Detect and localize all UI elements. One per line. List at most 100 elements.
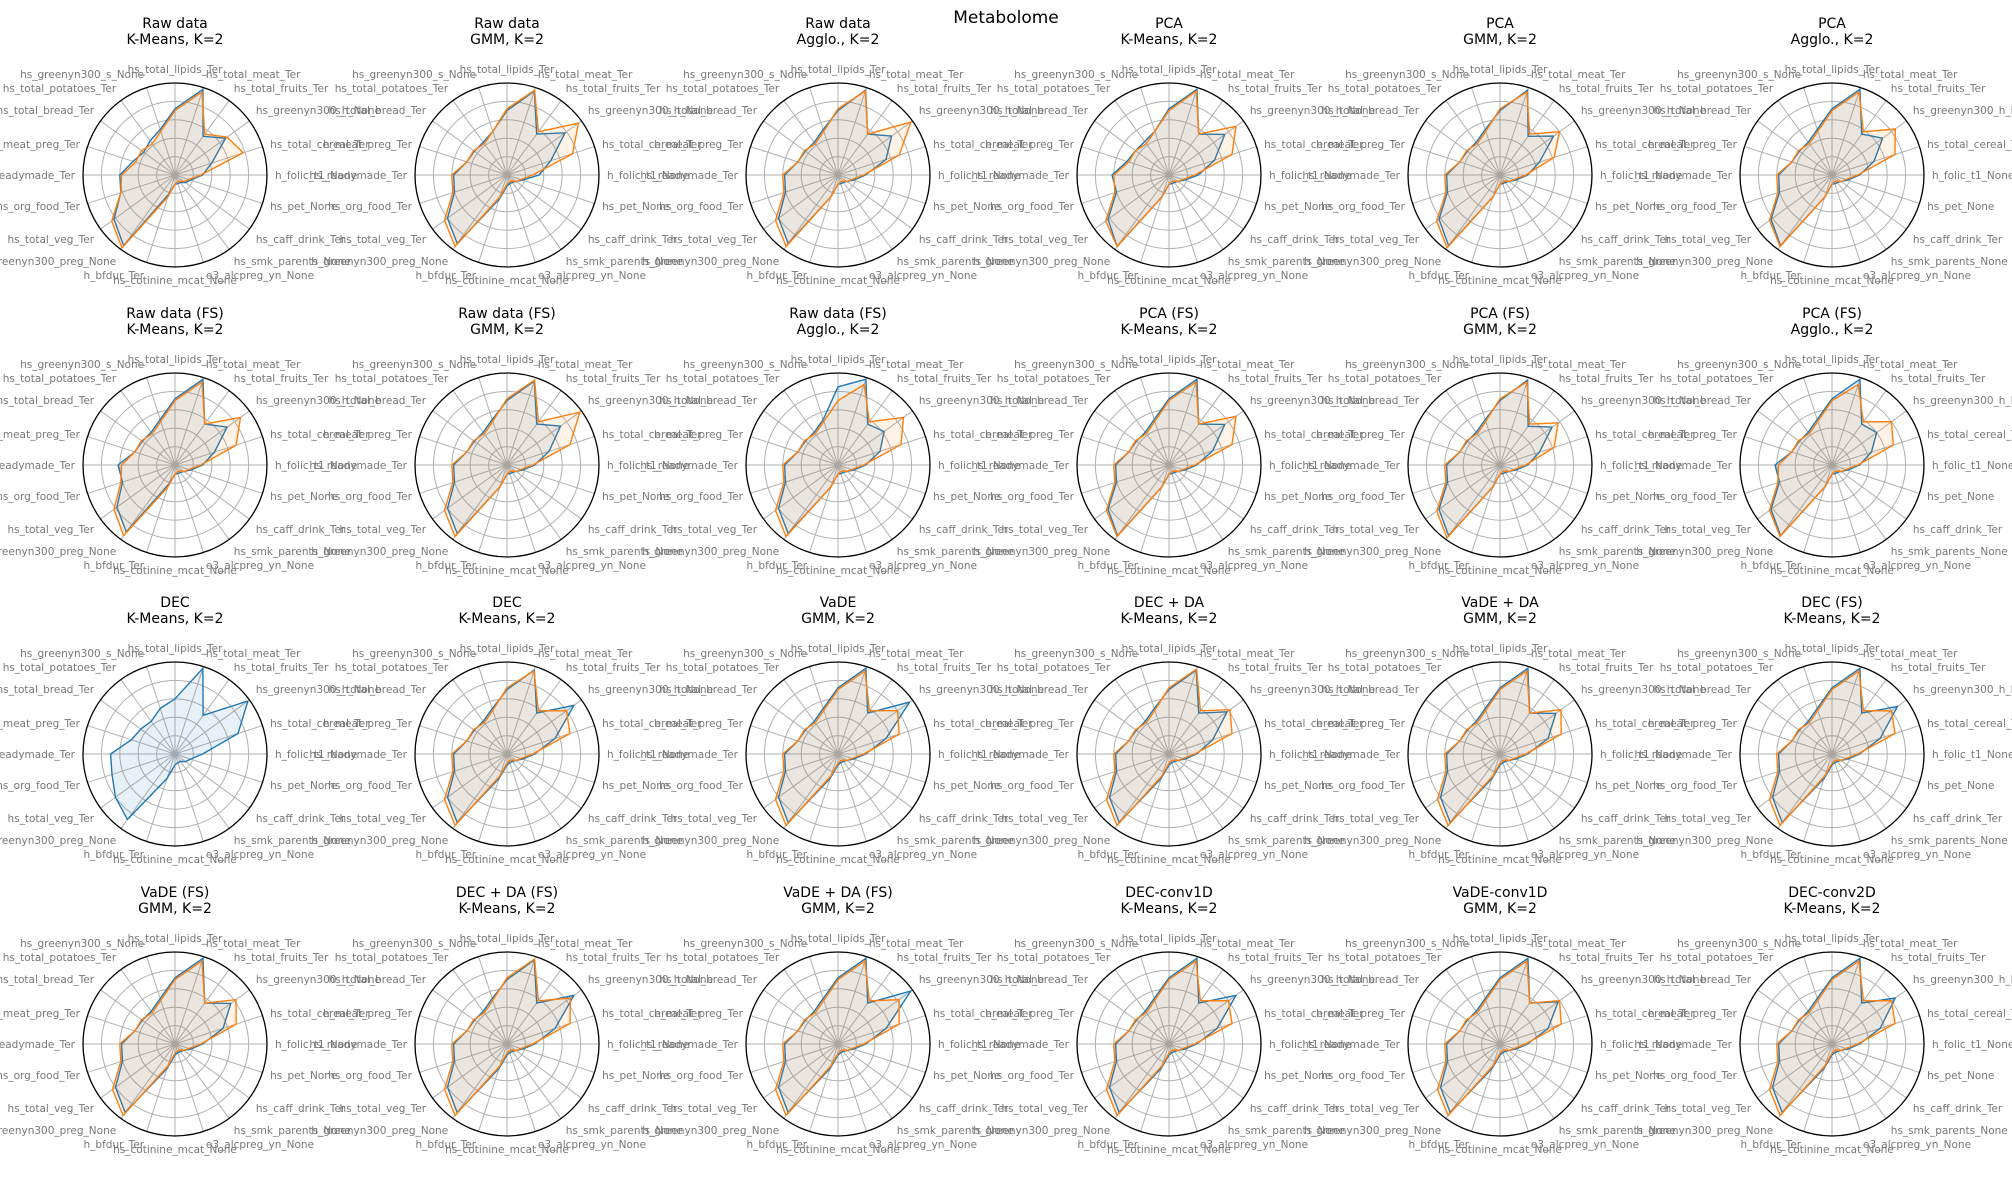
axis-label: hs_pet_None [933,491,1000,503]
axis-label: hs_caff_drink_Ter [588,234,678,246]
axis-label: hs_total_lipids_Ter [460,354,556,366]
axis-label: hs_total_potatoes_Ter [997,662,1111,674]
axis-label: hs_total_veg_Ter [670,234,757,246]
grid-spoke [506,1043,562,1119]
axis-label: hs_cotinine_mcat_None [113,854,237,866]
axis-label: hs_total_fruits_Ter [234,83,329,95]
axis-label: hs_caff_drink_Ter [1250,234,1340,246]
grid-spoke [120,969,176,1045]
grid-spoke [1499,410,1575,466]
axis-label: hs_total_fruits_Ter [234,662,329,674]
axis-label: hs_caff_drink_Ter [1250,1103,1340,1115]
axis-label: e3_alcpreg_yn_None [1200,1139,1308,1151]
axis-label: hs_total_meat_Ter [206,938,301,950]
axis-label: hs_greenyn300_s_None [1677,938,1801,950]
grid-spoke [120,174,176,250]
axis-label: hs_total_fruits_Ter [1559,952,1654,964]
axis-label: h_folic_t1_None [938,1039,1020,1051]
axis-label: hs_total_bread_Ter [0,974,95,986]
grid-spoke [1094,174,1170,230]
grid-spoke [174,666,204,755]
grid-spoke [452,1043,508,1119]
axis-label: hs_total_cereal_Ter [1927,718,2012,730]
grid-spoke [837,436,926,466]
axis-label: hs_total_fruits_Ter [897,83,992,95]
axis-label: hs_readymade_Ter [309,1039,407,1051]
axis-label: hs_total_cereal_Ter [933,1008,1033,1020]
axis-label: h_folic_t1_None [275,460,357,472]
panel-title: K-Means, K=2 [1121,901,1218,917]
axis-label: hs_smk_parents_None [566,1125,683,1137]
grid-spoke [506,464,582,520]
axis-label: hs_total_meat_Ter [869,69,964,81]
grid-spoke [1081,753,1170,783]
panel-title: PCA (FS) [1139,306,1199,322]
axis-label: h_meat_preg_Ter [1316,718,1406,730]
grid-spoke [1425,174,1501,230]
axis-label: h_meat_preg_Ter [1316,139,1406,151]
grid-spoke [506,1043,536,1132]
axis-label: hs_greenyn300_h_None [588,684,713,696]
axis-label: e3_alcpreg_yn_None [1531,270,1639,282]
grid-spoke [1168,969,1224,1045]
axis-label: h_greenyn300_preg_None [642,546,779,558]
grid-spoke [837,679,893,755]
axis-label: e3_alcpreg_yn_None [538,1139,646,1151]
grid-spoke [87,436,176,466]
axis-label: hs_total_cereal_Ter [270,429,370,441]
grid-spoke [506,666,536,755]
axis-label: hs_readymade_Ter [640,749,738,761]
grid-spoke [1831,1043,1887,1119]
axis-label: hs_total_cereal_Ter [602,718,702,730]
axis-label: h_bfdur_Ter [84,849,145,861]
axis-label: h_folic_t1_None [1600,460,1682,472]
panel-title: VaDE + DA [1461,595,1539,611]
axis-label: hs_smk_parents_None [1228,835,1345,847]
series-cluster-1 [774,960,900,1117]
axis-label: hs_caff_drink_Ter [1581,234,1671,246]
grid-spoke [506,753,562,829]
axis-label: h_greenyn300_preg_None [311,546,448,558]
axis-label: hs_total_fruits_Ter [1559,373,1654,385]
panel-title: GMM, K=2 [801,901,875,917]
axis-label: hs_readymade_Ter [640,1039,738,1051]
axis-label: hs_greenyn300_s_None [1014,648,1138,660]
panel-title: GMM, K=2 [470,32,544,48]
grid-spoke [1831,100,1887,176]
axis-label: hs_org_food_Ter [1321,201,1405,213]
grid-spoke [120,390,176,466]
panel-title: GMM, K=2 [1463,611,1537,627]
axis-label: h_greenyn300_preg_None [311,256,448,268]
axis-label: h_folic_t1_None [275,1039,357,1051]
grid-spoke [452,174,508,250]
series-cluster-1 [111,960,237,1117]
grid-spoke [1425,410,1501,466]
grid-spoke [174,753,230,829]
axis-label: h_meat_preg_Ter [323,139,413,151]
axis-label: hs_cotinine_mcat_None [113,565,237,577]
axis-label: hs_greenyn300_h_None [588,105,713,117]
panel-title: Raw data (FS) [789,306,887,322]
axis-label: hs_total_fruits_Ter [1891,662,1986,674]
axis-label: hs_greenyn300_h_None [1913,684,2012,696]
grid-spoke [452,390,508,466]
grid-spoke [1114,679,1170,755]
grid-spoke [763,699,839,755]
radar-panel: DEC (FS)K-Means, K=2 hs_total_lipids_Terh… [1634,595,2012,866]
panel-title: VaDE [820,595,857,611]
radar-panel: Raw data (FS)GMM, K=2 hs_total_lipids_Ter… [309,306,713,577]
grid-spoke [506,725,595,755]
grid-spoke [809,174,839,263]
polar-frame [1407,82,1593,268]
grid-spoke [174,146,263,176]
radar-panel: PCA (FS)Agglo., K=2 hs_total_lipids_Terhs… [1634,306,2012,577]
axis-label: hs_readymade_Ter [309,460,407,472]
grid-spoke [174,956,204,1045]
axis-label: h_greenyn300_preg_None [1304,1125,1441,1137]
axis-label: hs_total_meat_Ter [1531,69,1626,81]
series-cluster-1 [1435,91,1561,249]
axis-label: e3_alcpreg_yn_None [206,1139,314,1151]
axis-label: hs_pet_None [1595,780,1662,792]
axis-label: hs_total_veg_Ter [670,1103,757,1115]
